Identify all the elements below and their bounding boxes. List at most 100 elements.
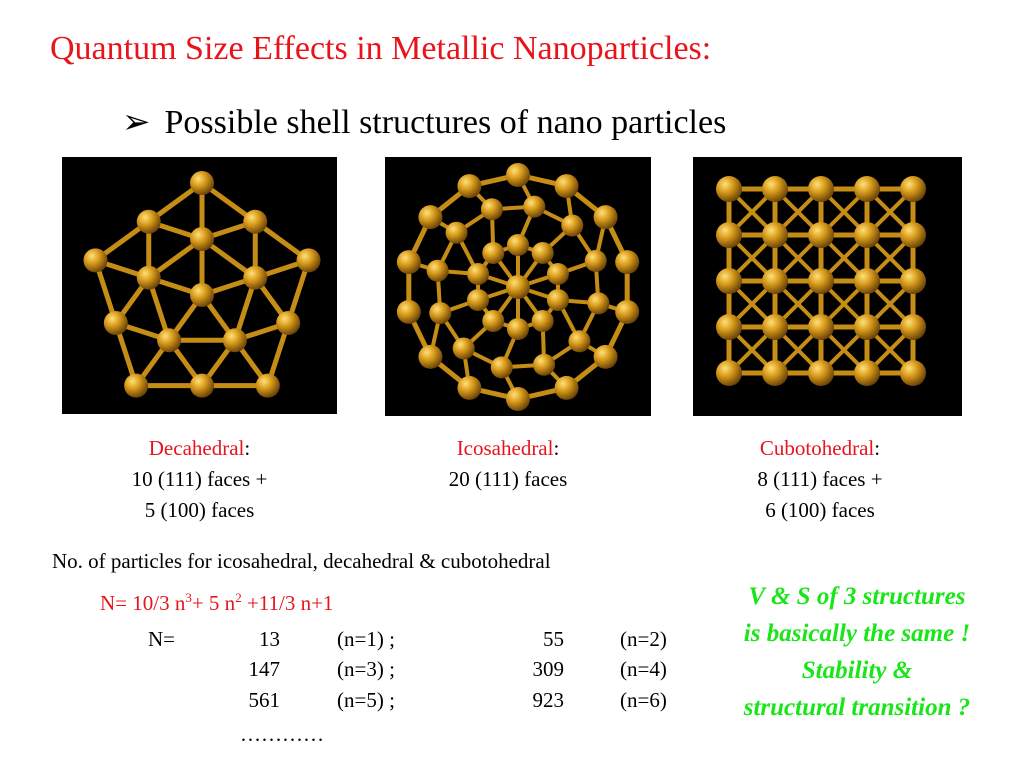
atom (124, 373, 149, 398)
atom (716, 360, 742, 386)
atom (762, 360, 788, 386)
stability-note-line: V & S of 3 structures (748, 583, 966, 610)
table-condition: (n=6) (620, 688, 667, 712)
atom (136, 209, 161, 234)
atom (808, 314, 834, 340)
stability-note-line: is basically the same ! (743, 620, 971, 647)
atom (418, 344, 443, 369)
atom (762, 176, 788, 202)
atom (222, 328, 247, 353)
atom (854, 268, 880, 294)
formula-part: +11/3 n+1 (241, 591, 334, 615)
atom (243, 209, 268, 234)
table-condition: (n=2) (620, 627, 667, 651)
atom (190, 227, 214, 251)
atom (900, 268, 926, 294)
atom (546, 263, 569, 286)
atom (190, 373, 214, 398)
table-label: N= (148, 627, 176, 651)
atom (900, 360, 926, 386)
atom (506, 163, 530, 187)
atom (83, 248, 108, 273)
atom (716, 222, 742, 248)
table-value: 13 (259, 627, 280, 651)
cubotohedral-name: Cubotohedral (759, 436, 875, 460)
particle-count-formula: N= 10/3 n3+ 5 n2 +11/3 n+1 (100, 591, 333, 616)
table-value: 561 (248, 688, 281, 712)
atom (716, 176, 742, 202)
atom (507, 234, 529, 256)
atom (593, 205, 618, 230)
atom (396, 250, 421, 275)
atom (587, 292, 610, 315)
atom (457, 174, 482, 199)
stability-note-line: Stability & (801, 657, 913, 684)
atom (615, 250, 640, 275)
particle-count-note: No. of particles for icosahedral, decahe… (52, 549, 551, 573)
atom (593, 344, 618, 369)
atom (854, 360, 880, 386)
atom (255, 373, 280, 398)
atom (900, 176, 926, 202)
atom (554, 375, 579, 400)
icosahedral-name: Icosahedral (456, 436, 554, 460)
cubotohedral-caption: Cubotohedral: 8 (111) faces + 6 (100) fa… (685, 433, 955, 526)
atom (276, 311, 301, 335)
atom (523, 195, 546, 218)
atom (716, 268, 742, 294)
decahedral-structure-image (62, 157, 337, 414)
atom (157, 328, 182, 353)
caption-colon: : (874, 436, 881, 460)
formula-exponent: 3 (185, 590, 192, 605)
atom (808, 176, 834, 202)
atom (243, 265, 268, 290)
atom (854, 314, 880, 340)
cubotohedral-structure-image (693, 157, 962, 416)
atom (568, 330, 591, 353)
table-value: 309 (532, 657, 565, 681)
atom (452, 337, 475, 360)
icosahedral-structure-image (385, 157, 651, 416)
atom (103, 311, 128, 335)
atom (445, 221, 468, 244)
atom (480, 198, 503, 221)
slide-title: Quantum Size Effects in Metallic Nanopar… (50, 30, 712, 67)
caption-colon: : (553, 436, 560, 460)
decahedral-caption: Decahedral: 10 (111) faces + 5 (100) fac… (62, 433, 337, 526)
icosahedral-caption: Icosahedral: 20 (111) faces (385, 433, 631, 495)
caption-colon: : (244, 436, 251, 460)
table-condition: (n=5) ; (337, 688, 395, 712)
atom (490, 356, 513, 379)
atom (561, 214, 584, 237)
atom (426, 259, 449, 282)
atom (762, 222, 788, 248)
table-condition: (n=3) ; (337, 657, 395, 681)
atom (190, 171, 214, 195)
atom (808, 360, 834, 386)
atom (531, 242, 554, 265)
atom (482, 309, 505, 332)
table-ellipsis: ………… (240, 722, 324, 746)
atom (808, 268, 834, 294)
atom (296, 248, 321, 273)
bullet-text: Possible shell structures of nano partic… (164, 104, 727, 141)
icosahedral-faces-line1: 20 (111) faces (448, 467, 568, 491)
atom (584, 249, 607, 272)
bullet-line: ➢ Possible shell structures of nano parti… (122, 102, 726, 142)
table-value: 147 (248, 657, 281, 681)
formula-part: N= 10/3 n (100, 591, 186, 615)
atom (506, 387, 530, 411)
atom (554, 174, 579, 199)
atom (136, 265, 161, 290)
atom (762, 268, 788, 294)
decahedral-faces-line2: 5 (100) faces (144, 498, 255, 522)
atom (615, 299, 640, 324)
atom (506, 275, 530, 299)
atom (190, 283, 214, 307)
atom (418, 205, 443, 230)
atom (762, 314, 788, 340)
atom (716, 314, 742, 340)
atom (467, 288, 490, 311)
arrow-bullet-icon: ➢ (122, 104, 151, 141)
table-condition: (n=1) ; (337, 627, 395, 651)
